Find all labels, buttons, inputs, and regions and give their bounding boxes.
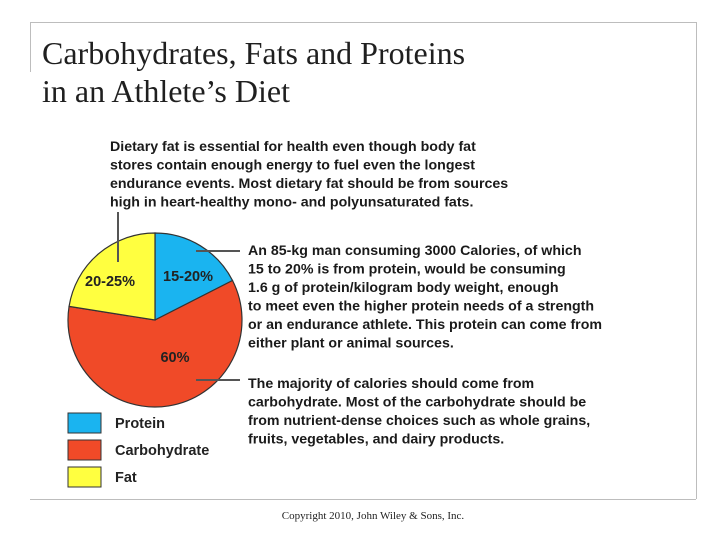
slide-frame-right (696, 22, 697, 499)
annotation-fat-line-3: endurance events. Most dietary fat shoul… (110, 176, 508, 192)
annotation-protein-line-5: or an endurance athlete. This protein ca… (248, 317, 602, 333)
slice-label-carbohydrate: 60% (160, 350, 189, 366)
slide-frame-bottom (30, 499, 696, 500)
annotation-fat-line-4: high in heart-healthy mono- and polyunsa… (110, 195, 473, 211)
annotation-protein-line-1: An 85-kg man consuming 3000 Calories, of… (248, 243, 582, 259)
copyright-notice: Copyright 2010, John Wiley & Sons, Inc. (281, 510, 465, 522)
title-line-2: in an Athlete’s Diet (42, 73, 290, 109)
annotation-protein-line-3: 1.6 g of protein/kilogram body weight, e… (248, 280, 559, 296)
legend-swatch-fat (67, 466, 102, 488)
legend-swatch-protein (67, 412, 102, 434)
pie-slice-protein (154, 232, 234, 321)
title-line-1: Carbohydrates, Fats and Proteins (42, 35, 466, 71)
annotation-fat-line-2: stores contain enough energy to fuel eve… (110, 158, 475, 174)
legend-swatch-carbohydrate (67, 439, 102, 461)
annotation-fat-line-1: Dietary fat is essential for health even… (110, 139, 476, 155)
slide-frame-top (30, 22, 696, 23)
annotation-carbohydrate-line-4: fruits, vegetables, and dairy products. (248, 432, 504, 448)
annotation-carbohydrate-line-3: from nutrient-dense choices such as whol… (248, 413, 590, 429)
annotation-protein-line-2: 15 to 20% is from protein, would be cons… (248, 262, 566, 278)
annotation-carbohydrate-line-1: The majority of calories should come fro… (248, 376, 534, 392)
annotation-carbohydrate-line-2: carbohydrate. Most of the carbohydrate s… (248, 395, 586, 411)
slice-label-fat: 20-25% (85, 274, 135, 290)
slide-frame-left (30, 22, 31, 72)
slice-label-protein: 15-20% (163, 269, 213, 285)
legend-label-carbohydrate: Carbohydrate (115, 443, 209, 459)
legend-label-protein: Protein (115, 416, 165, 432)
annotation-protein-line-4: to meet even the higher protein needs of… (248, 299, 594, 315)
pie-slice-carbohydrate (67, 279, 243, 408)
annotation-protein-line-6: either plant or animal sources. (248, 336, 454, 352)
legend-label-fat: Fat (115, 470, 137, 486)
slide-title: Carbohydrates, Fats and Proteins in an A… (42, 34, 642, 110)
pie-slice-fat (68, 232, 156, 321)
